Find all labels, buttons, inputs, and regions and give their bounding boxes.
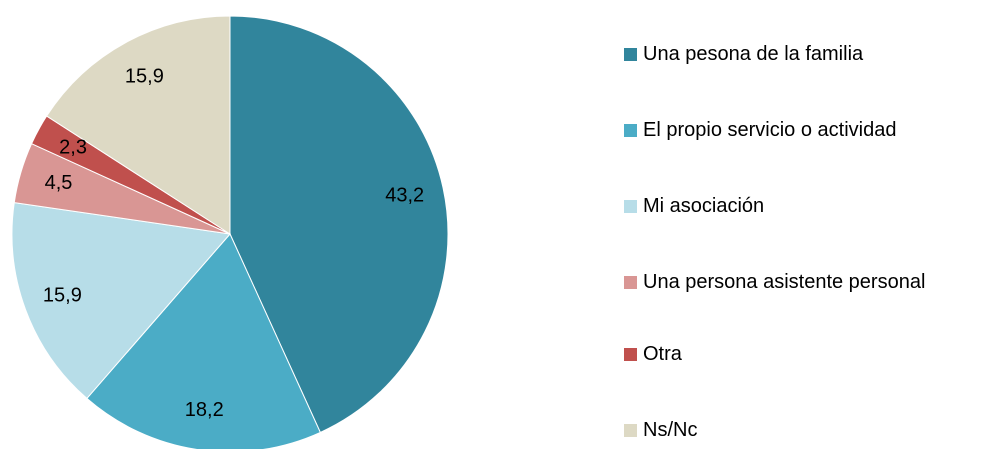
legend-item: Mi asociación bbox=[624, 193, 974, 220]
data-label: 18,2 bbox=[185, 399, 224, 421]
legend-item: Una pesona de la familia bbox=[624, 41, 974, 68]
legend-item: El propio servicio o actividad bbox=[624, 117, 974, 144]
pie-slice bbox=[11, 202, 231, 400]
pie-slice bbox=[229, 15, 449, 434]
legend-label: Una persona asistente personal bbox=[643, 271, 926, 293]
legend-label: El propio servicio o actividad bbox=[643, 119, 897, 141]
legend-swatch bbox=[624, 348, 637, 361]
legend-label: Otra bbox=[643, 343, 682, 365]
data-label: 4,5 bbox=[45, 172, 73, 194]
legend-swatch bbox=[624, 48, 637, 61]
data-label: 2,3 bbox=[59, 137, 87, 159]
pie-slice bbox=[86, 233, 321, 449]
data-label: 43,2 bbox=[385, 184, 424, 206]
legend-item: Ns/Nc bbox=[624, 417, 974, 444]
legend-swatch bbox=[624, 424, 637, 437]
pie-slice bbox=[45, 15, 231, 235]
legend-item: Una persona asistente personal bbox=[624, 269, 974, 296]
legend-label: Una pesona de la familia bbox=[643, 43, 864, 65]
legend-item: Otra bbox=[624, 341, 974, 368]
legend-swatch bbox=[624, 276, 637, 289]
legend-swatch bbox=[624, 124, 637, 137]
data-label: 15,9 bbox=[125, 65, 164, 87]
data-label: 15,9 bbox=[43, 284, 82, 306]
legend-swatch bbox=[624, 200, 637, 213]
pie: 43,2 18,2 15,9 4,5 2,3 15,9 bbox=[11, 15, 449, 449]
legend-label: Ns/Nc bbox=[643, 419, 698, 441]
legend-label: Mi asociación bbox=[643, 195, 765, 217]
